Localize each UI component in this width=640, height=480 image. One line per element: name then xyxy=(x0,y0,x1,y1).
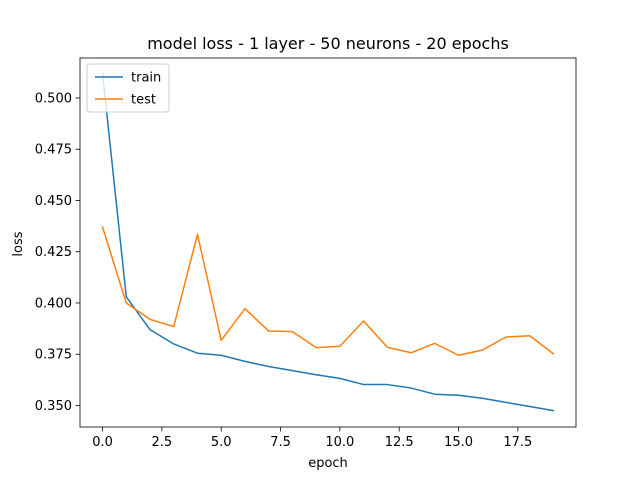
x-tick-label: 2.5 xyxy=(152,435,173,450)
y-tick-label: 0.475 xyxy=(35,143,72,158)
legend-box xyxy=(86,63,170,113)
x-tick-label: 15.0 xyxy=(444,435,473,450)
plot-area: 0.0 2.5 5.0 7.5 10.0 12.5 15.0 17.5 0.350 0.375 0.… xyxy=(35,57,577,450)
y-tick-label: 0.500 xyxy=(35,91,72,106)
x-tick-label: 7.5 xyxy=(270,435,291,450)
y-tick-label: 0.400 xyxy=(35,296,72,311)
x-tick-label: 5.0 xyxy=(211,435,232,450)
x-tick-label: 10.0 xyxy=(325,435,354,450)
y-tick-label: 0.450 xyxy=(35,194,72,209)
legend: train test xyxy=(86,63,170,113)
y-tick-label: 0.375 xyxy=(35,348,72,363)
x-axis-title: epoch xyxy=(308,456,348,471)
x-tick-label: 0.0 xyxy=(92,435,113,450)
plot-frame xyxy=(79,57,577,428)
legend-label-train: train xyxy=(131,71,161,86)
chart-title: model loss - 1 layer - 50 neurons - 20 e… xyxy=(147,34,509,53)
y-axis-title: loss xyxy=(11,231,26,256)
x-tick-label: 12.5 xyxy=(385,435,414,450)
y-tick-label: 0.425 xyxy=(35,245,72,260)
y-tick-label: 0.350 xyxy=(35,399,72,414)
x-tick-label: 17.5 xyxy=(503,435,532,450)
series-line-train xyxy=(101,72,555,412)
series-line-test xyxy=(101,226,555,356)
legend-label-test: test xyxy=(131,93,156,108)
